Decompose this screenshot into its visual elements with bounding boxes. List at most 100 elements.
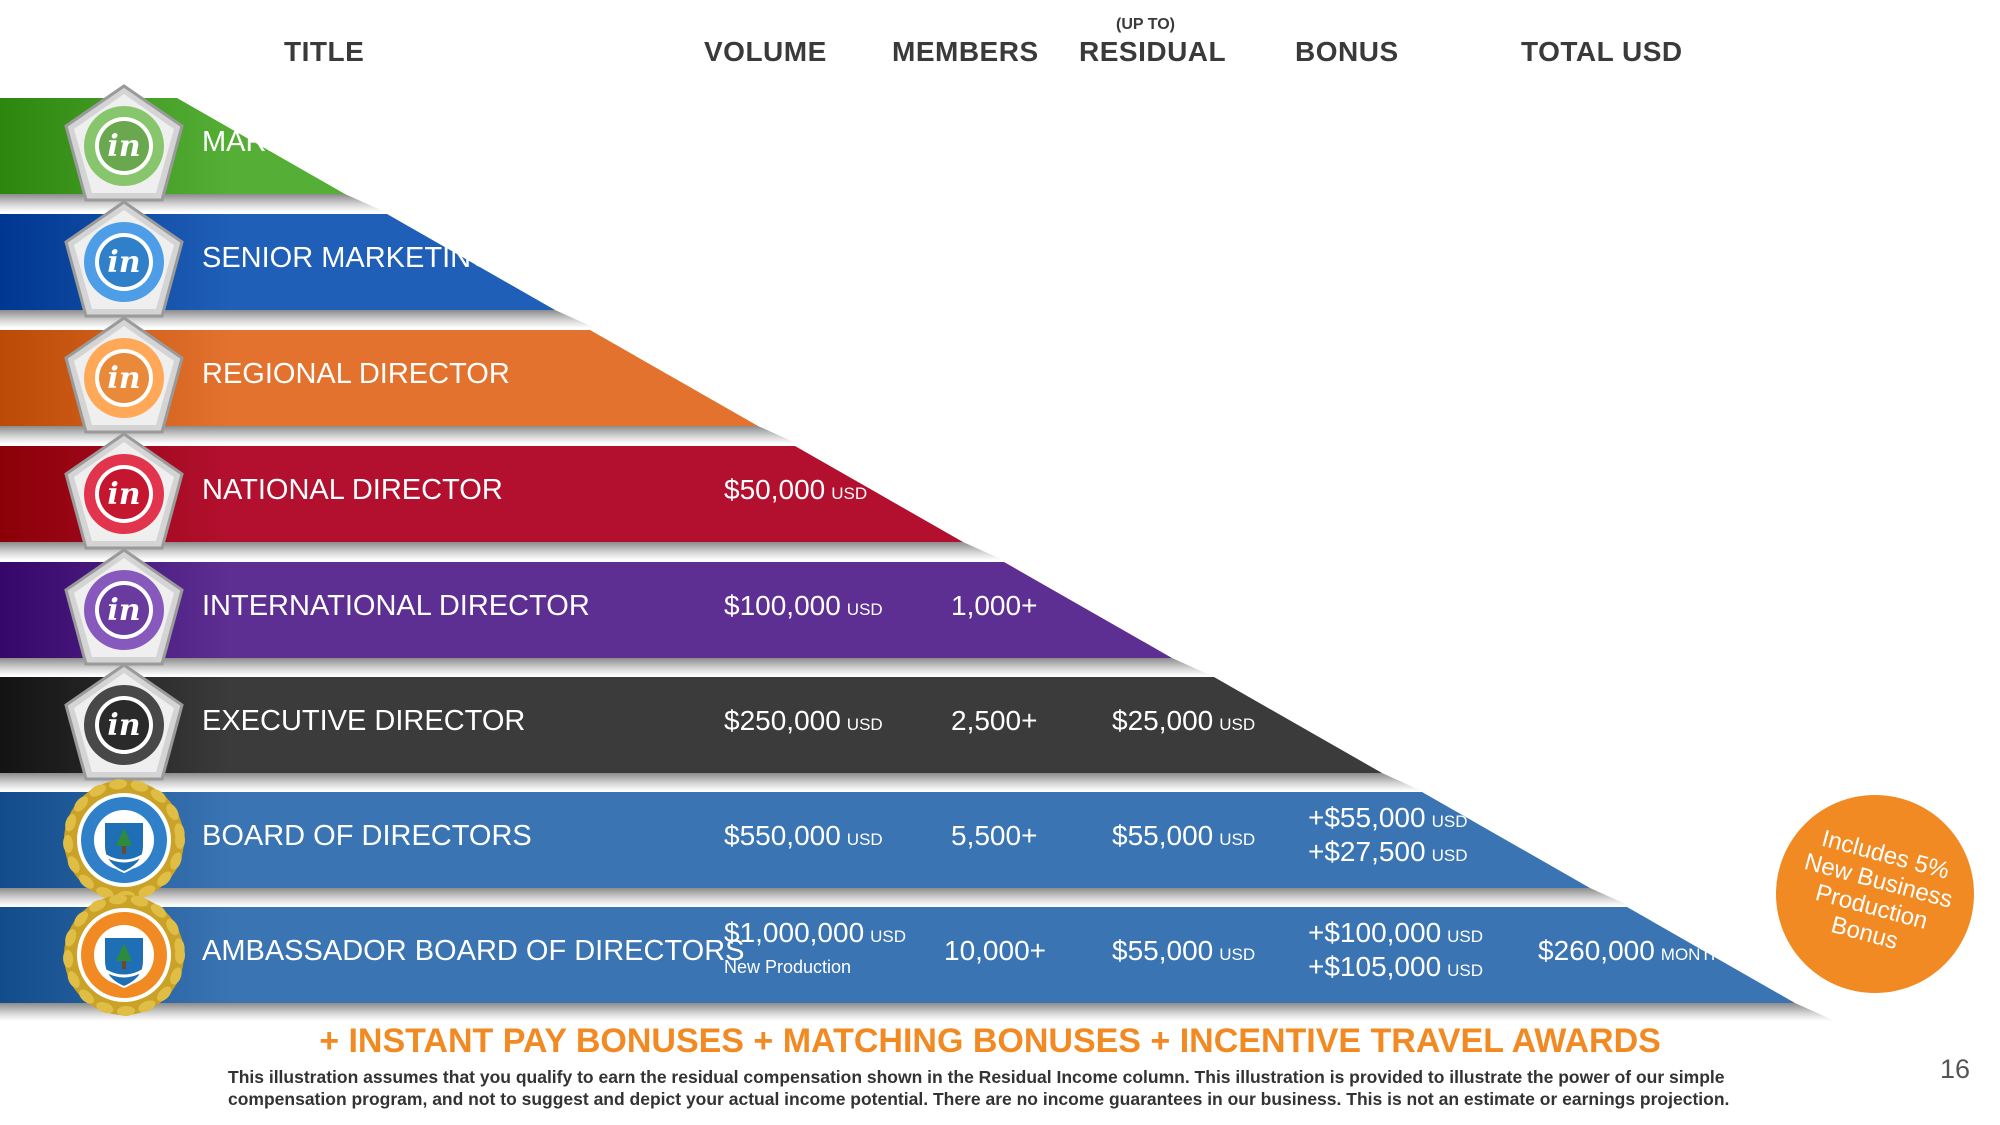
volume-cell-value: $250,000 — [724, 705, 841, 736]
bonus-cell-1: +$55,000 USD — [1308, 802, 1467, 834]
residual-cell-value: $25,000 — [1112, 705, 1214, 736]
total-cell-value: $260,000 — [1538, 935, 1655, 966]
rank-title: REGIONAL DIRECTOR — [202, 358, 510, 390]
rank-badge: in — [60, 430, 188, 558]
rank-row: in MARKETING DIRECTOR — [0, 84, 2000, 212]
rank-band-shadow — [0, 658, 1212, 676]
svg-text:in: in — [107, 477, 140, 512]
members-cell: 10,000+ — [944, 935, 1046, 966]
total-cell: $260,000 MONTH — [1538, 935, 1723, 967]
rank-badge: in — [60, 82, 188, 210]
rank-band — [0, 562, 1172, 658]
bonus-summary-line: + INSTANT PAY BONUSES + MATCHING BONUSES… — [319, 1022, 1661, 1060]
rank-badge — [60, 776, 188, 904]
bonus-cell-2-unit: USD — [1447, 961, 1484, 980]
rank-title: BOARD OF DIRECTORS — [202, 820, 532, 852]
header-total: TOTAL USD — [1521, 36, 1683, 67]
rank-band — [0, 677, 1382, 773]
rank-band-shadow — [0, 773, 1422, 791]
residual-cell-unit: USD — [1219, 830, 1256, 849]
residual-cell: $25,000 USD — [1112, 705, 1255, 737]
residual-cell-value: $55,000 — [1112, 820, 1214, 851]
total-cell-unit: MONTH — [1660, 945, 1724, 964]
header-bonus: BONUS — [1295, 36, 1399, 67]
rank-band-shadow — [0, 1003, 1835, 1021]
volume-cell: $50,000 USD — [724, 474, 867, 506]
rank-band — [0, 907, 1795, 1003]
rank-title: INTERNATIONAL DIRECTOR — [202, 590, 590, 622]
bonus-cell-2-value: +$27,500 — [1308, 836, 1426, 867]
bonus-cell-2: +$27,500 USD — [1308, 836, 1467, 868]
rank-row: in INTERNATIONAL DIRECTOR $100,000 USD 1,000… — [0, 548, 2000, 676]
rank-row: in EXECUTIVE DIRECTOR $250,000 USD 2,500+ $25… — [0, 663, 2000, 791]
volume-cell: $250,000 USD — [724, 705, 883, 737]
new-business-bonus-badge: Includes 5% New Business Production Bonu… — [1776, 795, 1974, 993]
rank-badge: in — [60, 314, 188, 442]
rank-title: NATIONAL DIRECTOR — [202, 474, 503, 506]
volume-cell-unit: USD — [846, 830, 883, 849]
rank-row: in NATIONAL DIRECTOR $50,000 USD — [0, 432, 2000, 560]
header-volume: VOLUME — [704, 36, 827, 67]
rank-row: in REGIONAL DIRECTOR — [0, 316, 2000, 444]
rank-title: AMBASSADOR BOARD OF DIRECTORS — [202, 935, 745, 967]
rank-badge: in — [60, 661, 188, 789]
rank-badge — [60, 891, 188, 1019]
members-cell: 1,000+ — [951, 590, 1038, 621]
in-logo-badge-icon: in — [64, 548, 184, 666]
svg-text:in: in — [107, 708, 140, 743]
volume-cell: $1,000,000 USD — [724, 917, 906, 949]
rank-title: SENIOR MARKETING DIRECTOR — [202, 242, 653, 274]
in-logo-badge-icon: in — [64, 432, 184, 550]
in-logo-badge-icon: in — [64, 200, 184, 318]
volume-cell: $550,000 USD — [724, 820, 883, 852]
rank-title: MARKETING DIRECTOR — [202, 126, 534, 158]
rank-band-shadow — [0, 542, 1003, 560]
in-logo-badge-icon: in — [64, 663, 184, 781]
volume-cell: $100,000 USD — [724, 590, 883, 622]
svg-text:in: in — [107, 593, 140, 628]
volume-cell-value: $550,000 — [724, 820, 841, 851]
rank-band-shadow — [0, 426, 798, 444]
volume-cell-value: $1,000,000 — [724, 917, 865, 948]
rank-badge: in — [60, 546, 188, 674]
residual-cell-unit: USD — [1219, 945, 1256, 964]
rank-badge: in — [60, 198, 188, 326]
members-cell: 5,500+ — [951, 820, 1038, 851]
rank-row: BOARD OF DIRECTORS $550,000 USD 5,500+ $55,0… — [0, 779, 2000, 906]
volume-cell-unit: USD — [831, 484, 868, 503]
bonus-cell-2-unit: USD — [1431, 846, 1468, 865]
rank-title: EXECUTIVE DIRECTOR — [202, 705, 526, 737]
members-cell: 2,500+ — [951, 705, 1038, 736]
disclaimer-text: This illustration assumes that you quali… — [228, 1067, 1730, 1109]
bonus-cell-1-unit: USD — [1431, 812, 1468, 831]
header-residual: RESIDUAL — [1079, 36, 1227, 67]
rank-band-shadow — [0, 888, 1630, 906]
bonus-cell-1-value: +$100,000 — [1308, 917, 1442, 948]
bonus-cell-2: +$105,000 USD — [1308, 951, 1483, 983]
svg-text:in: in — [107, 361, 140, 396]
laurel-crest-badge-icon — [63, 894, 185, 1017]
volume-cell-unit: USD — [870, 927, 907, 946]
bonus-cell-1-unit: USD — [1447, 927, 1484, 946]
volume-cell-unit: USD — [846, 715, 883, 734]
page-number: 16 — [1940, 1054, 1971, 1084]
svg-text:in: in — [107, 245, 140, 280]
in-logo-badge-icon: in — [64, 84, 184, 202]
residual-cell: $55,000 USD — [1112, 820, 1255, 852]
volume-cell-value: $50,000 — [724, 474, 826, 505]
in-logo-badge-icon: in — [64, 316, 184, 434]
svg-text:in: in — [107, 129, 140, 164]
rank-row: in SENIOR MARKETING DIRECTOR — [0, 200, 2000, 328]
volume-cell-unit: USD — [846, 600, 883, 619]
bonus-cell-1: +$100,000 USD — [1308, 917, 1483, 949]
rank-band-shadow — [0, 194, 385, 212]
rank-band — [0, 792, 1590, 888]
residual-cell-value: $55,000 — [1112, 935, 1214, 966]
residual-cell-unit: USD — [1219, 715, 1256, 734]
header-title: TITLE — [284, 36, 365, 67]
bonus-cell-1-value: +$55,000 — [1308, 802, 1426, 833]
residual-cell: $55,000 USD — [1112, 935, 1255, 967]
volume-cell-value: $100,000 — [724, 590, 841, 621]
laurel-crest-badge-icon — [63, 779, 185, 902]
